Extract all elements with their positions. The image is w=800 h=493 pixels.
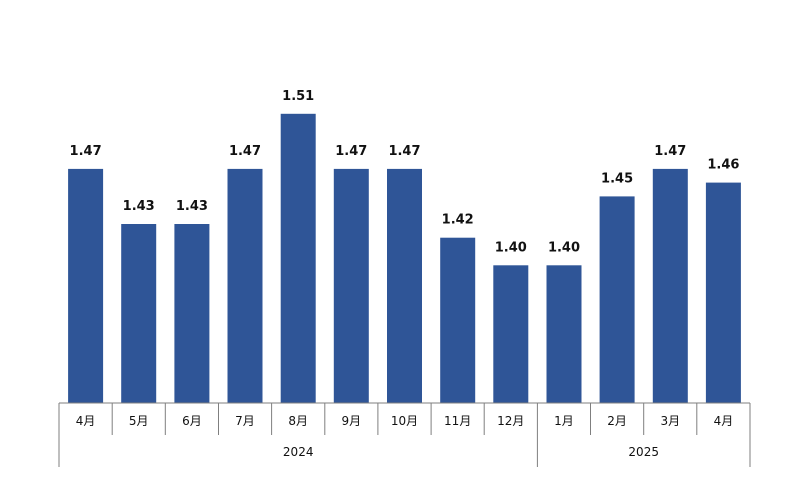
value-label-0: 1.47: [70, 144, 102, 159]
bar-3: [227, 168, 263, 403]
value-label-3: 1.47: [229, 144, 261, 159]
bar-5: [333, 168, 369, 403]
value-label-10: 1.45: [601, 171, 633, 186]
bar-4: [280, 113, 316, 404]
tick-label-0: 4月: [76, 414, 96, 428]
tick-label-1: 5月: [129, 414, 149, 428]
value-label-6: 1.47: [388, 144, 420, 159]
bar-2: [174, 224, 210, 403]
bar-1: [121, 224, 157, 403]
value-label-2: 1.43: [176, 199, 208, 214]
year-label-1: 2025: [628, 445, 659, 459]
bar-7: [440, 237, 476, 403]
tick-label-3: 7月: [235, 414, 255, 428]
bar-0: [68, 168, 104, 403]
bars-group: 1.47 1.43 1.43 1.47 1.51 1.47 1.47 1.42 1.40 1.40…: [68, 89, 741, 404]
value-label-11: 1.47: [654, 144, 686, 159]
bar-12: [705, 182, 741, 403]
tick-label-12: 4月: [714, 414, 734, 428]
bar-11: [652, 168, 688, 403]
tick-label-8: 12月: [497, 414, 524, 428]
bar-8: [493, 265, 529, 403]
tick-label-2: 6月: [182, 414, 202, 428]
value-label-12: 1.46: [707, 158, 739, 173]
tick-label-11: 3月: [660, 414, 680, 428]
value-label-7: 1.42: [442, 213, 474, 228]
tick-label-6: 10月: [391, 414, 418, 428]
tick-label-5: 9月: [341, 414, 361, 428]
value-label-1: 1.43: [123, 199, 155, 214]
value-label-8: 1.40: [495, 240, 527, 255]
bar-10: [599, 196, 635, 403]
bar-6: [387, 168, 422, 403]
year-label-0: 2024: [283, 445, 314, 459]
value-label-9: 1.40: [548, 240, 580, 255]
tick-label-7: 11月: [444, 414, 471, 428]
tick-label-9: 1月: [554, 414, 574, 428]
tick-label-4: 8月: [288, 414, 308, 428]
value-label-4: 1.51: [282, 89, 314, 104]
tick-label-10: 2月: [607, 414, 627, 428]
bar-9: [546, 265, 582, 403]
category-axis: 4月 5月 6月 7月 8月 9月 10月 11月 12月 1月 2月 3月 4月 2024 2025: [58, 402, 751, 467]
value-label-5: 1.47: [335, 144, 367, 159]
